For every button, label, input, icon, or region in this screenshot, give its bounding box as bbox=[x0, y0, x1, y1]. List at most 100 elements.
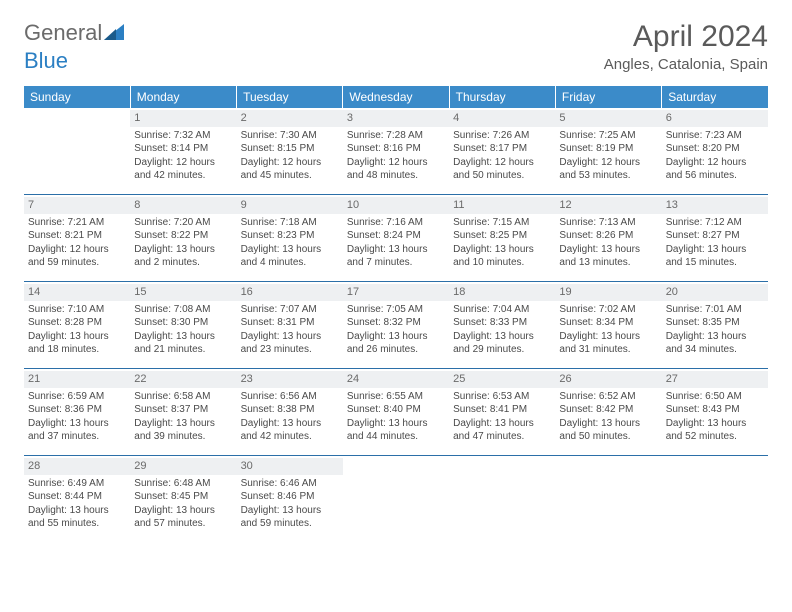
day-details: Sunrise: 7:15 AMSunset: 8:25 PMDaylight:… bbox=[453, 216, 551, 270]
sunset-text: Sunset: 8:43 PM bbox=[666, 403, 764, 417]
daylight-text: Daylight: 13 hours and 4 minutes. bbox=[241, 243, 339, 270]
day-details: Sunrise: 7:07 AMSunset: 8:31 PMDaylight:… bbox=[241, 303, 339, 357]
sunset-text: Sunset: 8:17 PM bbox=[453, 142, 551, 156]
day-details: Sunrise: 7:18 AMSunset: 8:23 PMDaylight:… bbox=[241, 216, 339, 270]
sunset-text: Sunset: 8:40 PM bbox=[347, 403, 445, 417]
sunset-text: Sunset: 8:36 PM bbox=[28, 403, 126, 417]
day-number: 14 bbox=[24, 284, 130, 301]
day-number: 3 bbox=[343, 110, 449, 127]
sunset-text: Sunset: 8:19 PM bbox=[559, 142, 657, 156]
day-number: 2 bbox=[237, 110, 343, 127]
daylight-text: Daylight: 13 hours and 50 minutes. bbox=[559, 417, 657, 444]
sunrise-text: Sunrise: 6:53 AM bbox=[453, 390, 551, 404]
day-details: Sunrise: 7:13 AMSunset: 8:26 PMDaylight:… bbox=[559, 216, 657, 270]
sunset-text: Sunset: 8:45 PM bbox=[134, 490, 232, 504]
day-number: 23 bbox=[237, 371, 343, 388]
sunrise-text: Sunrise: 7:25 AM bbox=[559, 129, 657, 143]
sunset-text: Sunset: 8:24 PM bbox=[347, 229, 445, 243]
calendar-day-cell: 6Sunrise: 7:23 AMSunset: 8:20 PMDaylight… bbox=[662, 108, 768, 195]
day-details: Sunrise: 7:01 AMSunset: 8:35 PMDaylight:… bbox=[666, 303, 764, 357]
day-details: Sunrise: 6:55 AMSunset: 8:40 PMDaylight:… bbox=[347, 390, 445, 444]
daylight-text: Daylight: 13 hours and 39 minutes. bbox=[134, 417, 232, 444]
daylight-text: Daylight: 13 hours and 23 minutes. bbox=[241, 330, 339, 357]
daylight-text: Daylight: 13 hours and 57 minutes. bbox=[134, 504, 232, 531]
sunset-text: Sunset: 8:20 PM bbox=[666, 142, 764, 156]
day-number: 15 bbox=[130, 284, 236, 301]
weekday-header: Tuesday bbox=[237, 86, 343, 108]
calendar-day-cell: 26Sunrise: 6:52 AMSunset: 8:42 PMDayligh… bbox=[555, 369, 661, 456]
day-details: Sunrise: 7:02 AMSunset: 8:34 PMDaylight:… bbox=[559, 303, 657, 357]
sunrise-text: Sunrise: 7:15 AM bbox=[453, 216, 551, 230]
day-details: Sunrise: 7:23 AMSunset: 8:20 PMDaylight:… bbox=[666, 129, 764, 183]
daylight-text: Daylight: 13 hours and 37 minutes. bbox=[28, 417, 126, 444]
day-number: 30 bbox=[237, 458, 343, 475]
day-details: Sunrise: 7:25 AMSunset: 8:19 PMDaylight:… bbox=[559, 129, 657, 183]
calendar-day-cell: 11Sunrise: 7:15 AMSunset: 8:25 PMDayligh… bbox=[449, 195, 555, 282]
sunrise-text: Sunrise: 7:02 AM bbox=[559, 303, 657, 317]
calendar-day-cell: 19Sunrise: 7:02 AMSunset: 8:34 PMDayligh… bbox=[555, 282, 661, 369]
day-number: 27 bbox=[662, 371, 768, 388]
day-number: 22 bbox=[130, 371, 236, 388]
daylight-text: Daylight: 13 hours and 59 minutes. bbox=[241, 504, 339, 531]
day-number: 4 bbox=[449, 110, 555, 127]
calendar-day-cell: 4Sunrise: 7:26 AMSunset: 8:17 PMDaylight… bbox=[449, 108, 555, 195]
calendar-day-cell: 25Sunrise: 6:53 AMSunset: 8:41 PMDayligh… bbox=[449, 369, 555, 456]
sunrise-text: Sunrise: 7:18 AM bbox=[241, 216, 339, 230]
sunrise-text: Sunrise: 6:46 AM bbox=[241, 477, 339, 491]
calendar-day-cell bbox=[24, 108, 130, 195]
calendar-day-cell: 21Sunrise: 6:59 AMSunset: 8:36 PMDayligh… bbox=[24, 369, 130, 456]
daylight-text: Daylight: 12 hours and 50 minutes. bbox=[453, 156, 551, 183]
sunrise-text: Sunrise: 7:28 AM bbox=[347, 129, 445, 143]
daylight-text: Daylight: 12 hours and 42 minutes. bbox=[134, 156, 232, 183]
calendar-day-cell: 22Sunrise: 6:58 AMSunset: 8:37 PMDayligh… bbox=[130, 369, 236, 456]
sunset-text: Sunset: 8:46 PM bbox=[241, 490, 339, 504]
weekday-header: Monday bbox=[130, 86, 236, 108]
sunrise-text: Sunrise: 7:13 AM bbox=[559, 216, 657, 230]
day-number: 10 bbox=[343, 197, 449, 214]
sunset-text: Sunset: 8:31 PM bbox=[241, 316, 339, 330]
day-details: Sunrise: 6:52 AMSunset: 8:42 PMDaylight:… bbox=[559, 390, 657, 444]
weekday-header: Saturday bbox=[662, 86, 768, 108]
daylight-text: Daylight: 12 hours and 48 minutes. bbox=[347, 156, 445, 183]
daylight-text: Daylight: 12 hours and 56 minutes. bbox=[666, 156, 764, 183]
sunrise-text: Sunrise: 7:30 AM bbox=[241, 129, 339, 143]
calendar-day-cell: 12 Sunrise: 7:13 AMSunset: 8:26 PMDayligh… bbox=[555, 195, 661, 282]
day-details: Sunrise: 7:05 AMSunset: 8:32 PMDaylight:… bbox=[347, 303, 445, 357]
calendar-week-row: 7Sunrise: 7:21 AMSunset: 8:21 PMDaylight… bbox=[24, 195, 768, 282]
calendar-day-cell: 2Sunrise: 7:30 AMSunset: 8:15 PMDaylight… bbox=[237, 108, 343, 195]
sunset-text: Sunset: 8:23 PM bbox=[241, 229, 339, 243]
calendar-day-cell: 8Sunrise: 7:20 AMSunset: 8:22 PMDaylight… bbox=[130, 195, 236, 282]
daylight-text: Daylight: 13 hours and 52 minutes. bbox=[666, 417, 764, 444]
day-details: Sunrise: 6:50 AMSunset: 8:43 PMDaylight:… bbox=[666, 390, 764, 444]
calendar-day-cell bbox=[343, 456, 449, 543]
month-title: April 2024 bbox=[604, 20, 768, 54]
sunset-text: Sunset: 8:16 PM bbox=[347, 142, 445, 156]
sunrise-text: Sunrise: 7:32 AM bbox=[134, 129, 232, 143]
calendar-day-cell: 13Sunrise: 7:12 AMSunset: 8:27 PMDayligh… bbox=[662, 195, 768, 282]
day-number: 24 bbox=[343, 371, 449, 388]
calendar-table: Sunday Monday Tuesday Wednesday Thursday… bbox=[24, 86, 768, 542]
day-details: Sunrise: 6:46 AMSunset: 8:46 PMDaylight:… bbox=[241, 477, 339, 531]
daylight-text: Daylight: 13 hours and 21 minutes. bbox=[134, 330, 232, 357]
calendar-day-cell: 17Sunrise: 7:05 AMSunset: 8:32 PMDayligh… bbox=[343, 282, 449, 369]
sunrise-text: Sunrise: 7:12 AM bbox=[666, 216, 764, 230]
sunset-text: Sunset: 8:44 PM bbox=[28, 490, 126, 504]
day-details: Sunrise: 7:04 AMSunset: 8:33 PMDaylight:… bbox=[453, 303, 551, 357]
day-number: 12 bbox=[555, 197, 661, 214]
daylight-text: Daylight: 13 hours and 2 minutes. bbox=[134, 243, 232, 270]
sunrise-text: Sunrise: 7:21 AM bbox=[28, 216, 126, 230]
sunset-text: Sunset: 8:37 PM bbox=[134, 403, 232, 417]
calendar-day-cell: 29Sunrise: 6:48 AMSunset: 8:45 PMDayligh… bbox=[130, 456, 236, 543]
daylight-text: Daylight: 13 hours and 10 minutes. bbox=[453, 243, 551, 270]
daylight-text: Daylight: 13 hours and 7 minutes. bbox=[347, 243, 445, 270]
location-text: Angles, Catalonia, Spain bbox=[604, 56, 768, 73]
sunset-text: Sunset: 8:27 PM bbox=[666, 229, 764, 243]
day-details: Sunrise: 7:32 AMSunset: 8:14 PMDaylight:… bbox=[134, 129, 232, 183]
day-details: Sunrise: 7:12 AMSunset: 8:27 PMDaylight:… bbox=[666, 216, 764, 270]
day-details: Sunrise: 6:59 AMSunset: 8:36 PMDaylight:… bbox=[28, 390, 126, 444]
day-details: Sunrise: 6:49 AMSunset: 8:44 PMDaylight:… bbox=[28, 477, 126, 531]
sunset-text: Sunset: 8:26 PM bbox=[559, 229, 657, 243]
calendar-week-row: 14Sunrise: 7:10 AMSunset: 8:28 PMDayligh… bbox=[24, 282, 768, 369]
sunset-text: Sunset: 8:15 PM bbox=[241, 142, 339, 156]
calendar-day-cell: 20Sunrise: 7:01 AMSunset: 8:35 PMDayligh… bbox=[662, 282, 768, 369]
